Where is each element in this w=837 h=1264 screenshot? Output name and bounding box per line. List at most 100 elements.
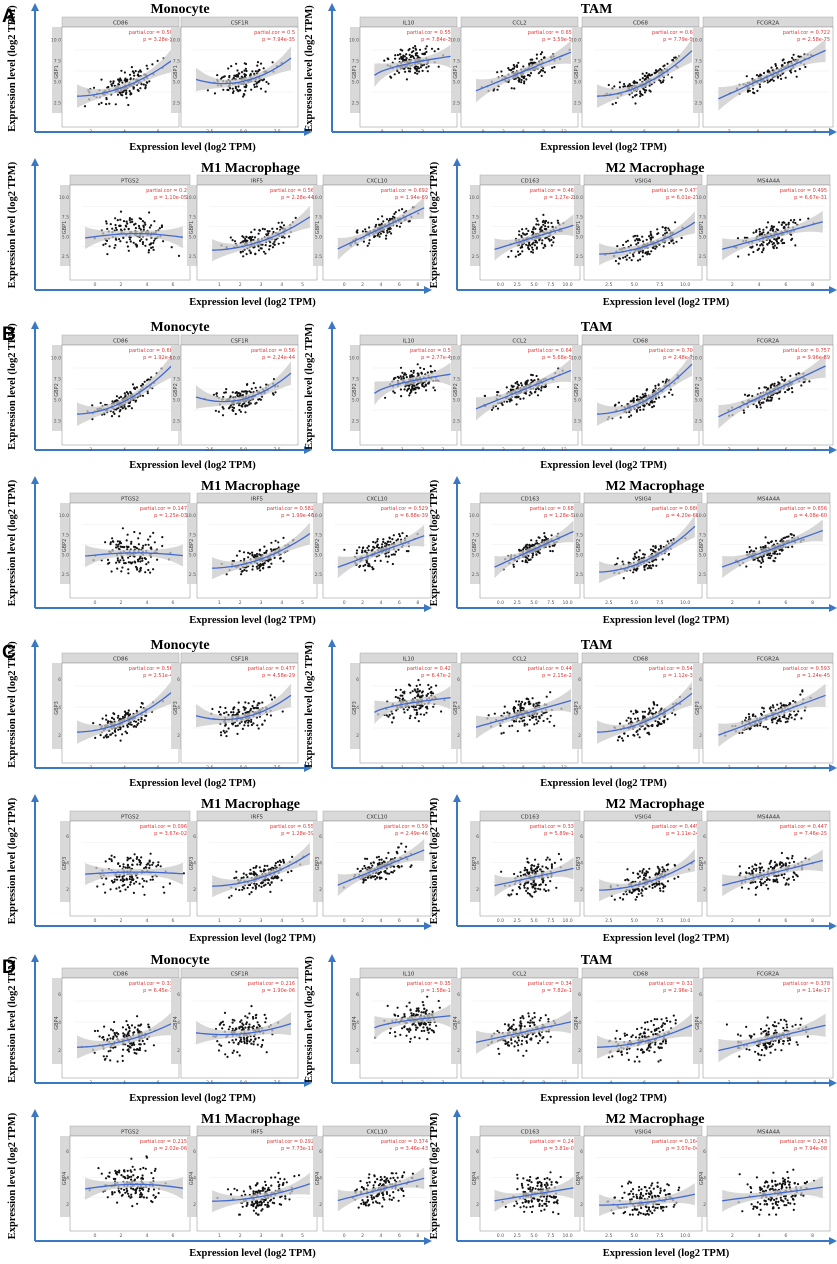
- scatter-point: [632, 235, 635, 238]
- scatter-point: [543, 243, 546, 246]
- scatter-point: [525, 697, 528, 701]
- gene-strip-label: GBP1: [574, 65, 580, 79]
- scatter-point: [408, 717, 411, 720]
- scatter-point: [659, 545, 662, 548]
- scatter-point: [762, 228, 765, 231]
- scatter-point: [425, 50, 428, 54]
- scatter-point: [517, 61, 520, 64]
- scatter-point: [552, 241, 555, 244]
- scatter-point: [642, 553, 645, 556]
- scatter-point: [641, 255, 644, 258]
- scatter-point: [651, 400, 654, 403]
- scatter-point: [425, 66, 428, 69]
- scatter-point: [265, 80, 268, 84]
- scatter-point: [139, 566, 142, 570]
- scatter-point: [505, 400, 509, 403]
- scatter-point: [144, 84, 147, 87]
- scatter-point: [263, 719, 266, 722]
- scatter-point: [392, 215, 395, 218]
- scatter-point: [539, 70, 542, 73]
- x-tick-label: 4: [280, 600, 283, 606]
- scatter-point: [779, 74, 782, 77]
- group-m1-macrophage: Expression level (log2 TPM)Expression le…: [7, 158, 432, 308]
- gene-strip: [171, 27, 181, 113]
- scatter-point: [526, 723, 529, 726]
- scatter-point: [401, 208, 404, 211]
- scatter-point: [231, 722, 234, 725]
- scatter-point: [116, 716, 119, 719]
- scatter-point: [530, 539, 533, 542]
- scatter-point: [396, 538, 400, 541]
- scatter-point: [641, 72, 644, 75]
- scatter-point: [224, 724, 227, 727]
- scatter-point: [137, 89, 140, 92]
- scatter-point: [141, 702, 144, 705]
- x-tick-label: 6: [785, 447, 788, 453]
- scatter-point: [241, 405, 244, 408]
- scatter-point: [645, 389, 648, 392]
- scatter-point: [635, 243, 638, 246]
- scatter-point: [419, 713, 422, 716]
- gene-strip: [693, 27, 703, 113]
- scatter-point: [252, 382, 255, 385]
- x-tick-label: 10.0: [562, 600, 572, 606]
- scatter-point: [401, 697, 405, 700]
- scatter-point: [752, 250, 755, 254]
- scatter-point: [513, 65, 516, 68]
- scatter-point: [247, 236, 250, 239]
- scatter-point: [402, 375, 405, 378]
- scatter-point: [417, 720, 420, 723]
- x-tick-label: 5: [301, 282, 304, 288]
- partial-cor-text: partial.cor = 0.56: [410, 348, 454, 354]
- p-value-text: p = 1.10e-05: [154, 195, 187, 201]
- scatter-point: [515, 720, 518, 723]
- scatter-point: [394, 695, 397, 699]
- scatter-point: [423, 713, 426, 716]
- scatter-point: [151, 63, 154, 66]
- scatter-point: [239, 392, 242, 395]
- scatter-point: [384, 237, 388, 240]
- scatter-point: [113, 84, 116, 87]
- scatter-point: [127, 556, 130, 559]
- x-tick-label: 5: [301, 600, 304, 606]
- scatter-point: [777, 221, 781, 224]
- scatter-point: [536, 241, 539, 244]
- gene-strip-label: GBP1: [453, 65, 459, 79]
- scatter-point: [232, 713, 235, 716]
- scatter-point: [794, 221, 797, 225]
- scatter-point: [239, 250, 242, 253]
- scatter-point: [771, 383, 774, 386]
- y-tick-label: 2.5: [352, 419, 359, 425]
- x-tick-label: 2: [728, 129, 731, 135]
- scatter-point: [145, 714, 148, 718]
- y-tick-label: 2.5: [472, 572, 479, 578]
- y-tick-label: 7.5: [695, 59, 702, 65]
- gene-strip-label: GBP2: [352, 383, 358, 397]
- scatter-point: [550, 221, 553, 225]
- x-tick-label: 4: [609, 765, 612, 771]
- scatter-point: [661, 380, 665, 383]
- scatter-point: [415, 52, 419, 55]
- scatter-point: [123, 405, 126, 408]
- p-value-text: p = 2.24e-44: [262, 355, 295, 361]
- scatter-point: [136, 558, 140, 561]
- scatter-point: [418, 48, 422, 51]
- scatter-point: [437, 47, 440, 51]
- p-value-text: p = 1.94e-69: [395, 195, 428, 201]
- scatter-point: [396, 69, 399, 73]
- x-tick-label: 4: [756, 447, 759, 453]
- x-tick-label: 5.0: [530, 282, 537, 288]
- scatter-point: [628, 415, 631, 418]
- scatter-point: [513, 87, 516, 90]
- x-tick-label: 6: [172, 600, 175, 606]
- scatter-point: [392, 534, 395, 537]
- scatter-point: [277, 541, 280, 544]
- scatter-point: [525, 78, 528, 81]
- scatter-point: [407, 683, 411, 686]
- scatter-point: [94, 736, 97, 740]
- scatter-point: [525, 243, 528, 246]
- y-tick-label: 4: [177, 705, 180, 711]
- scatter-point: [257, 69, 260, 72]
